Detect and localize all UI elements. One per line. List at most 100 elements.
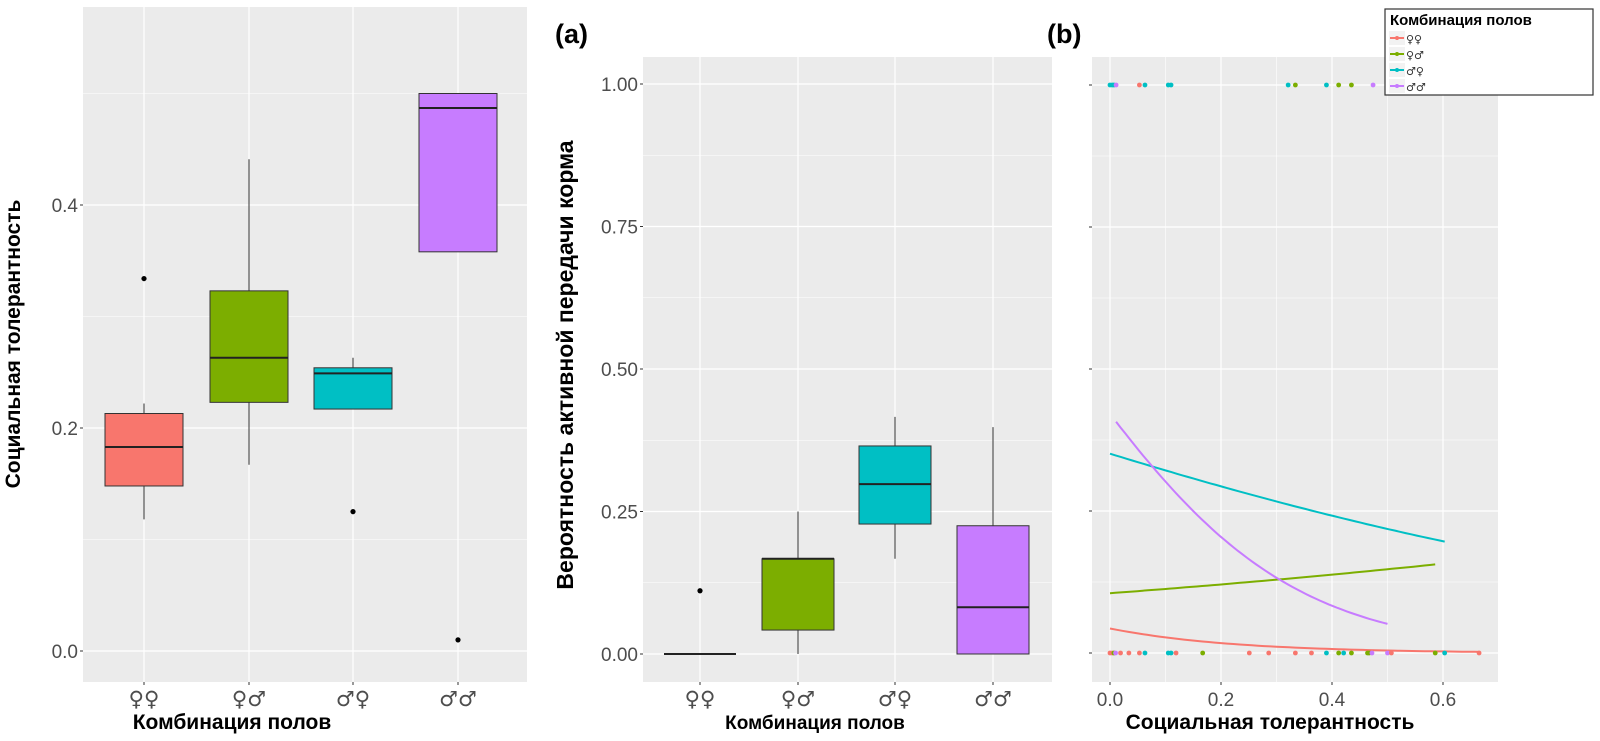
- box-mm: [956, 427, 1030, 655]
- y-tick-label: 0.0: [52, 642, 78, 663]
- box-fm: [761, 511, 835, 654]
- x-tick-label: ♂♂: [439, 687, 477, 711]
- x-tick-label: ♀♂: [232, 687, 266, 711]
- box-mf: [313, 357, 393, 515]
- data-point-mm: [1113, 650, 1118, 656]
- boxplot-marks: [104, 93, 498, 643]
- legend-key-point: [1395, 36, 1399, 40]
- data-point-mm: [1113, 82, 1119, 88]
- data-point-mf: [1341, 650, 1347, 656]
- data-point-ff: [1137, 82, 1142, 88]
- legend-entries: ♀♀ ♀♂ ♂♀ ♂♂: [1389, 31, 1426, 94]
- data-point-mm: [1369, 650, 1375, 656]
- legend-label: ♀♀: [1406, 33, 1422, 46]
- panel-social-tolerance-boxplot: 0.0 0.2 0.4 ♀♀ ♀♂ ♂♀ ♂♂ Комбинация полов Соци…: [2, 7, 527, 734]
- box-body: [104, 413, 184, 487]
- data-point-ff: [1476, 650, 1482, 656]
- box-mm: [418, 93, 498, 643]
- legend-key-point: [1395, 52, 1399, 56]
- y-tick-label: 0.25: [601, 503, 638, 524]
- data-point-mf: [1168, 82, 1174, 88]
- data-point-mf: [1168, 650, 1174, 656]
- legend-key-point: [1395, 84, 1399, 88]
- box-mf: [858, 416, 932, 559]
- box-fm: [209, 159, 289, 465]
- boxplot-marks: [664, 416, 1030, 655]
- data-point-fm: [1200, 650, 1206, 656]
- y-tick-label: 0.4: [52, 196, 79, 217]
- outlier-point: [350, 509, 356, 515]
- y-tick-label: 1.00: [601, 75, 638, 96]
- data-point-fm: [1349, 650, 1354, 656]
- panel-a-feeding-probability-boxplot: (a) 0.00 0.25 0.50 0.75 1.00 ♀♀ ♀♂ ♂♀ ♂♂ Комбин…: [552, 19, 1052, 734]
- data-point-mf: [1142, 650, 1148, 656]
- x-axis-title: Социальная толерантность: [1126, 711, 1415, 734]
- outlier-point: [697, 588, 703, 594]
- legend-label: ♂♀: [1406, 65, 1424, 78]
- box-body: [313, 367, 393, 410]
- scatter-points: [1107, 82, 1482, 656]
- data-point-mf: [1324, 650, 1329, 656]
- x-tick-label: 0.2: [1208, 690, 1234, 711]
- y-tick-label: 0.75: [601, 218, 638, 239]
- x-tick-label: ♂♀: [878, 687, 912, 711]
- x-axis-ticks: 0.0 0.2 0.4 0.6: [1097, 682, 1456, 711]
- legend-label: ♀♂: [1406, 49, 1424, 62]
- legend-key-point: [1395, 68, 1399, 72]
- legend-box: [1384, 8, 1594, 96]
- y-tick-label: 0.50: [601, 360, 638, 381]
- x-axis-title: Комбинация полов: [133, 711, 332, 734]
- fitted-curve-mm: [1115, 421, 1388, 625]
- box-body: [418, 93, 498, 253]
- y-axis-title: Социальная толерантность: [2, 199, 25, 488]
- data-point-mm: [1385, 650, 1390, 656]
- x-tick-label: ♀♂: [781, 687, 815, 711]
- data-point-fm: [1292, 82, 1298, 88]
- legend: Комбинация полов ♀♀ ♀♂ ♂♀ ♂♂: [1384, 8, 1594, 96]
- gridlines: [643, 57, 1052, 682]
- data-point-fm: [1336, 82, 1342, 88]
- data-point-ff: [1266, 650, 1272, 656]
- data-point-mf: [1285, 82, 1291, 88]
- data-point-mf: [1142, 82, 1148, 88]
- panel-tag-a: (a): [555, 19, 588, 49]
- panel-b-logistic-scatter: (b) 0.0 0.2 0.4 0.6 Социальная толерантност…: [1047, 19, 1498, 734]
- data-point-fm: [1336, 650, 1342, 656]
- y-tick-label: 0.00: [601, 645, 638, 666]
- x-tick-label: ♂♂: [974, 687, 1012, 711]
- data-point-ff: [1118, 650, 1123, 656]
- y-axis-title: Вероятность активной передачи корма: [552, 140, 578, 589]
- y-axis-ticks: 0.00 0.25 0.50 0.75 1.00: [601, 75, 643, 666]
- x-tick-label: ♀♀: [685, 687, 716, 711]
- data-point-fm: [1432, 650, 1438, 656]
- x-tick-label: 0.6: [1430, 690, 1456, 711]
- x-tick-label: 0.4: [1319, 690, 1346, 711]
- data-point-mf: [1324, 82, 1329, 88]
- legend-entry-mf: ♂♀: [1389, 63, 1424, 78]
- box-body: [956, 525, 1030, 655]
- data-point-mf: [1442, 650, 1448, 656]
- legend-label: ♂♂: [1406, 81, 1426, 94]
- data-point-fm: [1349, 82, 1354, 88]
- box-ff: [104, 275, 184, 520]
- x-tick-label: ♂♀: [336, 687, 370, 711]
- data-point-ff: [1137, 650, 1142, 656]
- data-point-ff: [1126, 650, 1132, 656]
- legend-entry-mm: ♂♂: [1389, 79, 1426, 94]
- y-tick-label: 0.2: [52, 419, 78, 440]
- legend-entry-fm: ♀♂: [1389, 47, 1424, 62]
- data-point-ff: [1292, 650, 1298, 656]
- outlier-point: [141, 275, 147, 282]
- gridlines: [83, 7, 527, 682]
- data-point-ff: [1173, 650, 1179, 656]
- fitted-curve-ff: [1109, 627, 1481, 653]
- data-point-ff: [1246, 650, 1252, 656]
- x-tick-label: ♀♀: [129, 687, 160, 711]
- x-axis-ticks: ♀♀ ♀♂ ♂♀ ♂♂: [685, 682, 1012, 711]
- data-point-ff: [1309, 650, 1314, 656]
- x-axis-title: Комбинация полов: [725, 713, 905, 734]
- legend-entry-ff: ♀♀: [1389, 31, 1422, 46]
- y-axis-ticks: [1089, 84, 1092, 654]
- box-body: [209, 290, 289, 403]
